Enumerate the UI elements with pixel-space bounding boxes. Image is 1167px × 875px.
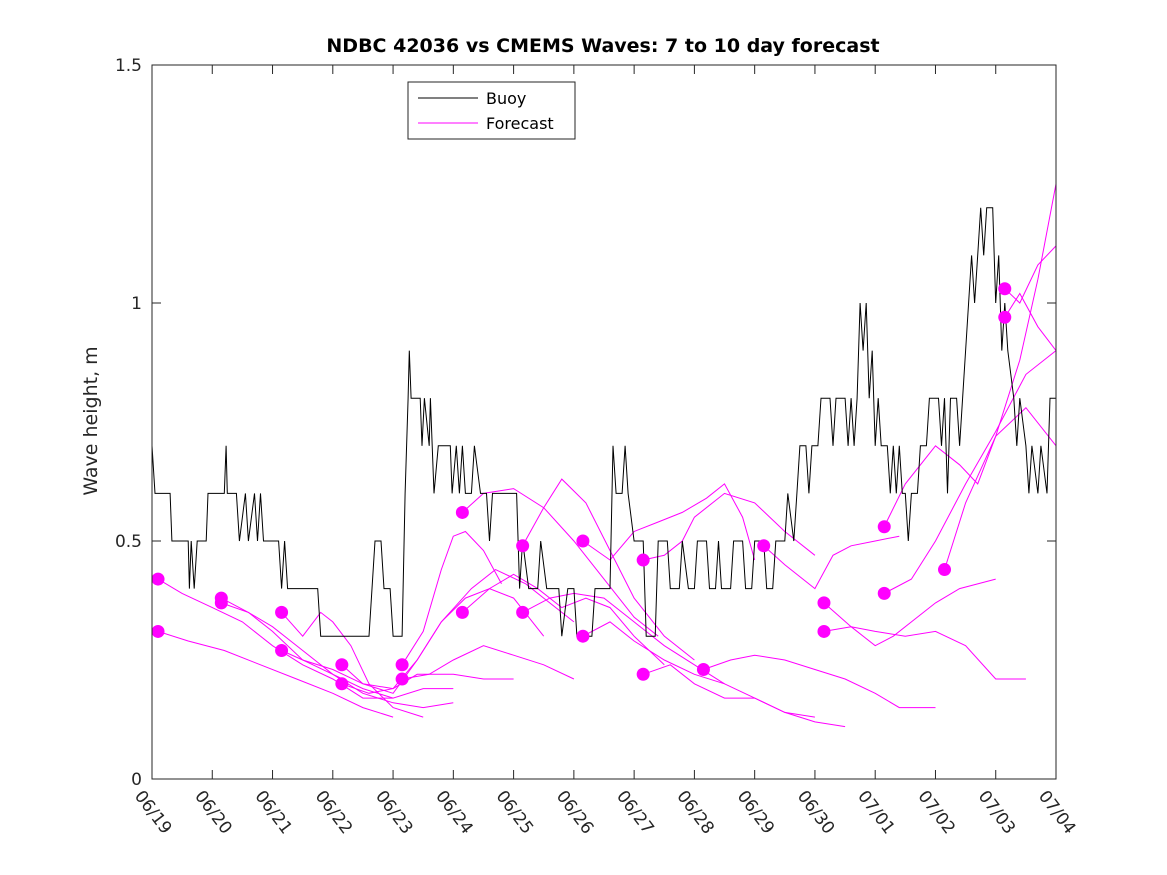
forecast-line-7 — [341, 569, 575, 694]
forecast-line-11 — [462, 573, 665, 666]
plot-background — [152, 65, 1056, 779]
forecast-marker-16 — [636, 553, 650, 567]
forecast-line-8 — [401, 530, 502, 666]
forecast-line-25 — [1004, 245, 1056, 304]
plot-frame — [151, 64, 1057, 780]
forecast-line-1 — [157, 630, 394, 718]
legend-buoy-label: Buoy — [486, 89, 526, 108]
forecast-line-13 — [522, 592, 725, 685]
forecast-line-0 — [157, 578, 394, 699]
y-tick-label-3: 1.5 — [115, 56, 142, 76]
forecast-line-23 — [883, 349, 1056, 594]
chart-title: NDBC 42036 vs CMEMS Waves: 7 to 10 day f… — [326, 35, 879, 57]
y-axis: 0 0.5 1 1.5 — [115, 56, 1056, 790]
forecast-marker-24 — [938, 563, 952, 577]
legend-box — [407, 81, 576, 140]
forecast-marker-19 — [757, 539, 771, 553]
forecast-marker-5 — [275, 643, 289, 657]
forecast-line-17 — [643, 664, 846, 728]
forecast-line-24 — [944, 182, 1056, 570]
forecast-line-18 — [703, 654, 936, 709]
forecast-marker-4 — [275, 605, 289, 619]
plot-area — [152, 65, 1056, 779]
forecast-lines — [157, 182, 1056, 728]
forecast-line-26 — [1004, 292, 1056, 352]
forecast-marker-3 — [214, 596, 228, 610]
forecast-marker-6 — [335, 658, 349, 672]
forecast-markers — [152, 282, 1012, 691]
legend: Buoy Forecast — [407, 81, 576, 140]
forecast-line-14 — [582, 483, 756, 561]
forecast-line-19 — [763, 535, 900, 590]
forecast-line-22 — [883, 406, 1056, 527]
forecast-marker-21 — [817, 624, 831, 638]
forecast-line-20 — [823, 578, 996, 647]
legend-forecast-label: Forecast — [486, 114, 554, 133]
forecast-line-12 — [522, 478, 695, 661]
y-tick-label-1: 0.5 — [115, 532, 142, 552]
forecast-marker-18 — [696, 663, 710, 677]
forecast-marker-11 — [455, 605, 469, 619]
forecast-line-21 — [823, 626, 1026, 680]
forecast-marker-7 — [335, 677, 349, 691]
y-tick-label-2: 1 — [131, 294, 142, 314]
forecast-marker-15 — [576, 629, 590, 643]
forecast-marker-8 — [395, 658, 409, 672]
forecast-marker-14 — [576, 534, 590, 548]
y-axis-label: Wave height, m — [80, 346, 102, 495]
y-tick-label-0: 0 — [131, 770, 142, 790]
forecast-line-3 — [221, 602, 454, 709]
forecast-marker-25 — [998, 282, 1012, 296]
forecast-marker-1 — [152, 624, 165, 638]
forecast-marker-0 — [152, 572, 165, 586]
forecast-line-10 — [462, 488, 659, 637]
forecast-marker-20 — [817, 596, 831, 610]
forecast-marker-12 — [516, 539, 530, 553]
forecast-marker-22 — [877, 520, 891, 534]
forecast-marker-9 — [395, 672, 409, 686]
forecast-marker-26 — [998, 310, 1012, 324]
forecast-marker-10 — [455, 505, 469, 519]
forecast-line-9 — [402, 645, 575, 680]
forecast-marker-13 — [516, 605, 530, 619]
forecast-marker-23 — [877, 586, 891, 600]
forecast-marker-17 — [636, 667, 650, 681]
forecast-line-4 — [281, 611, 424, 718]
forecast-line-16 — [643, 492, 816, 561]
